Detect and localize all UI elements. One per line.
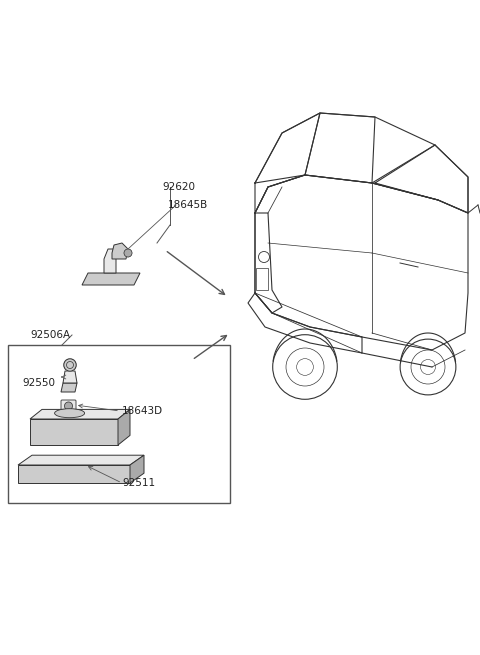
Circle shape <box>124 249 132 257</box>
Text: 92506A: 92506A <box>30 330 70 340</box>
Text: 92511: 92511 <box>122 478 155 488</box>
Text: 18643D: 18643D <box>122 406 163 416</box>
Text: 92550: 92550 <box>22 378 55 388</box>
Polygon shape <box>30 409 130 419</box>
Circle shape <box>64 402 72 410</box>
Polygon shape <box>112 243 128 259</box>
Polygon shape <box>104 249 116 273</box>
Polygon shape <box>118 409 130 445</box>
Polygon shape <box>18 455 144 465</box>
Polygon shape <box>63 371 77 383</box>
Polygon shape <box>82 273 140 285</box>
Polygon shape <box>30 419 118 445</box>
Text: 92620: 92620 <box>162 182 195 192</box>
Polygon shape <box>61 383 77 392</box>
Polygon shape <box>130 455 144 483</box>
Text: 18645B: 18645B <box>168 200 208 210</box>
FancyBboxPatch shape <box>61 400 76 412</box>
Circle shape <box>64 359 76 371</box>
Polygon shape <box>18 465 130 483</box>
Ellipse shape <box>55 409 84 418</box>
